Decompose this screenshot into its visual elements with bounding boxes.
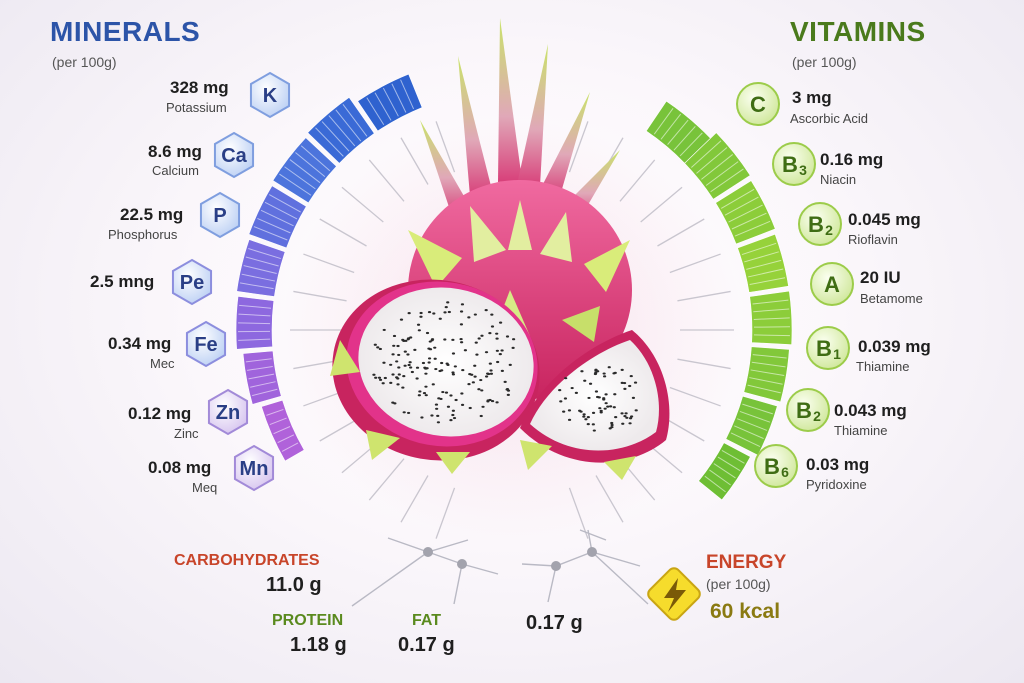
minerals-gauge — [235, 73, 423, 462]
protein-label: PROTEIN — [272, 612, 344, 629]
mineral-badge: Zn — [207, 388, 249, 436]
mineral-value-potassium: 328 mg — [170, 78, 229, 97]
vitamin-symbol: B — [796, 398, 812, 423]
mineral-badge: Mn — [233, 444, 275, 492]
fat-value: 0.17 g — [398, 634, 455, 656]
mineral-badge: Pe — [171, 258, 213, 306]
minerals-subtitle: (per 100g) — [52, 54, 117, 70]
vitamin-badge: A — [810, 262, 854, 306]
mineral-name-calcium: Calcium — [152, 163, 199, 178]
energy-value: 60 kcal — [710, 600, 781, 623]
vitamin-symbol: A — [824, 272, 840, 297]
mineral-name-iron: Mec — [150, 356, 175, 371]
mineral-value-calcium: 8.6 mg — [148, 142, 202, 161]
mineral-symbol: K — [263, 85, 278, 107]
carbohydrates-label: CARBOHYDRATES — [174, 552, 320, 569]
mineral-symbol: Fe — [194, 334, 217, 356]
mineral-value-manganese: 0.08 mg — [148, 458, 212, 477]
mineral-badge: K — [249, 71, 291, 119]
vitamin-bar-segment — [737, 233, 789, 293]
vitamin-symbol: B — [764, 454, 780, 479]
vitamins-gauge — [645, 100, 793, 501]
nutrient-connectors — [351, 529, 649, 607]
vitamin-subscript: 2 — [825, 222, 833, 238]
mineral-badge: P — [199, 191, 241, 239]
mineral-symbol: Pe — [180, 272, 204, 294]
minerals-title: MINERALS — [50, 16, 201, 47]
vitamin-value-b3: 0.16 mg — [820, 150, 884, 169]
vitamin-name-a: Betamome — [860, 291, 923, 306]
vitamin-value-b2: 0.045 mg — [848, 210, 921, 229]
vitamin-value-b1: 0.039 mg — [858, 337, 931, 356]
vitamin-symbol: B — [816, 336, 832, 361]
vitamin-name-b6: Pyridoxine — [806, 477, 867, 492]
vitamin-name-b2-second: Thiamine — [834, 423, 888, 438]
protein-value: 1.18 g — [290, 634, 347, 656]
dragon-fruit-whole — [408, 18, 632, 400]
vitamin-name-b1: Thiamine — [856, 359, 910, 374]
vitamins-subtitle: (per 100g) — [792, 54, 857, 70]
mineral-name-potassium: Potassium — [166, 100, 227, 115]
vitamin-bar-segment — [749, 290, 793, 345]
vitamin-subscript: 2 — [813, 408, 821, 424]
fat-label: FAT — [412, 612, 442, 629]
mineral-symbol: P — [213, 205, 226, 227]
mineral-name-manganese: Meq — [192, 480, 218, 495]
mineral-value-iron: 0.34 mg — [108, 334, 172, 353]
mineral-name-phosphorus: Phosphorus — [108, 227, 178, 242]
energy-subtitle: (per 100g) — [706, 576, 771, 592]
dragon-fruit-half — [330, 279, 540, 474]
vitamin-subscript: 6 — [781, 464, 789, 480]
vitamin-name-c: Ascorbic Acid — [790, 111, 869, 126]
mineral-bar-segment — [242, 350, 282, 405]
mineral-name-zinc: Zinc — [174, 426, 199, 441]
mineral-symbol: Ca — [221, 145, 247, 167]
mineral-bar-segment — [236, 239, 286, 297]
vitamins-title: VITAMINS — [790, 16, 926, 47]
carbohydrates-value: 11.0 g — [266, 574, 322, 596]
mineral-badge: Ca — [213, 131, 255, 179]
vitamin-value-b2-second: 0.043 mg — [834, 401, 907, 420]
vitamin-name-b3: Niacin — [820, 172, 857, 187]
mineral-bar-segment — [272, 137, 337, 204]
mineral-value-phosphorus: 22.5 mg — [120, 205, 184, 224]
vitamin-value-c: 3 mg — [792, 88, 832, 107]
mineral-symbol: Mn — [240, 458, 269, 480]
mineral-badge: Fe — [185, 320, 227, 368]
mineral-value-zinc: 0.12 mg — [128, 404, 192, 423]
vitamin-name-b2: Rioflavin — [848, 232, 898, 247]
vitamin-badge: C — [736, 82, 780, 126]
dragon-fruit-quarter — [520, 330, 670, 480]
vitamin-symbol: B — [808, 212, 824, 237]
vitamin-value-b6: 0.03 mg — [806, 455, 870, 474]
mineral-value-pe: 2.5 mng — [90, 272, 155, 291]
vitamin-symbol: C — [750, 92, 766, 117]
vitamin-subscript: 3 — [799, 162, 807, 178]
vitamin-symbol: B — [782, 152, 798, 177]
vitamin-bar-segment — [715, 180, 776, 245]
vitamin-bar-segment — [743, 346, 790, 403]
extra-nutrient-value: 0.17 g — [526, 612, 583, 634]
mineral-symbol: Zn — [216, 402, 240, 424]
energy-label: ENERGY — [706, 552, 787, 573]
vitamin-bar-segment — [698, 442, 751, 501]
vitamin-subscript: 1 — [833, 346, 841, 362]
vitamin-value-a: 20 IU — [860, 268, 901, 287]
lightning-bolt-icon — [647, 567, 701, 621]
mineral-bar-segment — [357, 73, 423, 132]
mineral-bar-segment — [248, 185, 307, 249]
